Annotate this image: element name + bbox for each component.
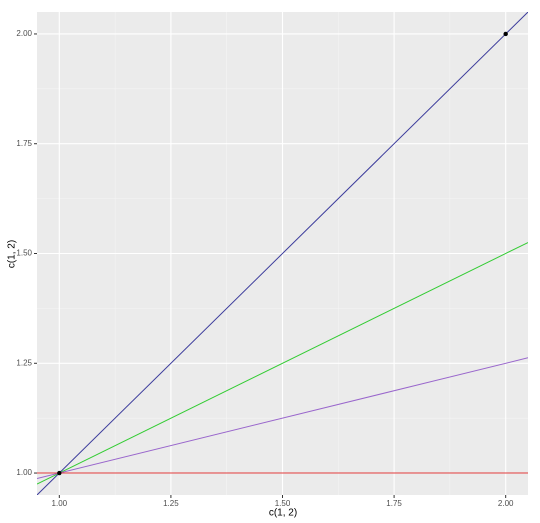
x-tick-label: 1.25 bbox=[163, 499, 179, 508]
ab-line bbox=[37, 357, 528, 480]
y-tick-label: 1.00 bbox=[16, 468, 32, 477]
ab-line bbox=[37, 242, 528, 485]
marks bbox=[37, 12, 528, 495]
point bbox=[57, 470, 62, 476]
point bbox=[503, 31, 508, 37]
y-tick-label: 1.75 bbox=[16, 139, 32, 148]
ab-line bbox=[37, 12, 528, 495]
y-tick-label: 2.00 bbox=[16, 29, 32, 38]
x-axis-title: c(1, 2) bbox=[269, 508, 297, 519]
x-tick-label: 1.50 bbox=[275, 499, 291, 508]
x-tick-label: 1.75 bbox=[386, 499, 402, 508]
x-tick-label: 1.00 bbox=[52, 499, 68, 508]
y-tick-label: 1.50 bbox=[16, 249, 32, 258]
y-axis-title: c(1, 2) bbox=[7, 240, 18, 268]
x-tick-label: 2.00 bbox=[498, 499, 514, 508]
y-tick-label: 1.25 bbox=[16, 358, 32, 367]
